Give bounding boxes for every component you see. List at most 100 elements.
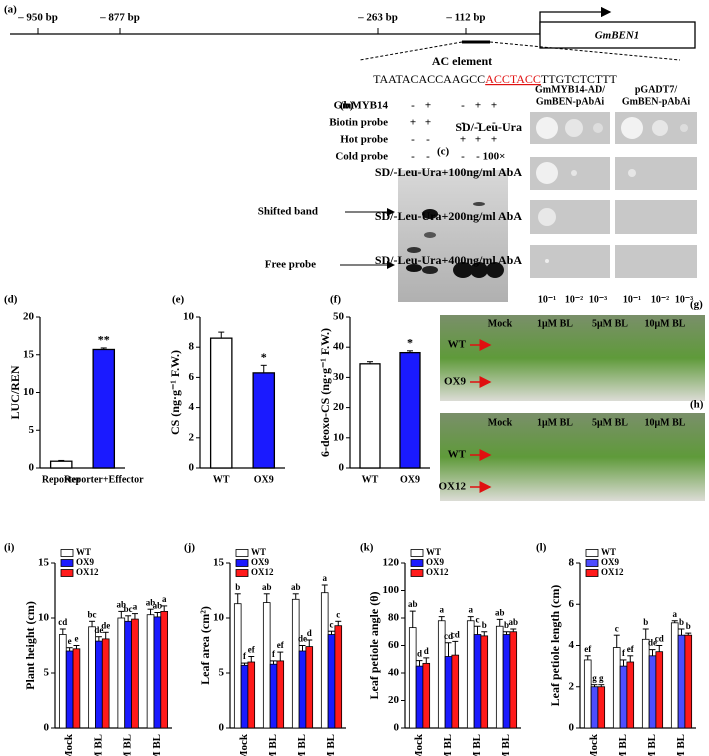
significance-letter: ab <box>408 599 418 609</box>
bar <box>247 661 256 729</box>
bar <box>252 372 276 469</box>
significance-letter: d <box>417 649 422 659</box>
x-tick-label: 10μM BL <box>325 734 337 756</box>
significance-mark: * <box>261 350 267 364</box>
y-tick-label: 0 <box>339 462 345 474</box>
bar <box>117 617 126 729</box>
sequence-part: TAATACACCAAGCC <box>373 72 485 86</box>
lane-sign: - <box>492 117 496 129</box>
chart: (d) 0 5 10 15 20 LUC/REN Reporter ** Reporter+Eff… <box>4 294 144 486</box>
y-tick-label: 0 <box>189 462 195 474</box>
lane-sign: - <box>476 117 480 129</box>
y-axis-label: Plant height (cm) <box>23 601 37 690</box>
bar <box>298 650 307 729</box>
dilution-label: 10⁻¹ <box>538 294 556 305</box>
significance-letter: de <box>648 638 657 648</box>
lane-sign: - <box>476 151 480 163</box>
lane-sign: + <box>425 117 431 129</box>
band-label: Shifted band <box>258 206 318 218</box>
bar <box>276 660 285 729</box>
x-tick-label: Mock <box>238 733 250 756</box>
legend-label: OX12 <box>426 567 449 577</box>
panel-label: (c) <box>437 146 450 158</box>
panel-label: (k) <box>360 542 374 554</box>
significance-letter: de <box>94 625 103 635</box>
y-tick-label: 0 <box>44 722 50 734</box>
y-tick-label: 8 <box>569 557 575 569</box>
y-tick-label: 50 <box>333 311 345 323</box>
bar <box>262 602 271 729</box>
y-tick-label: 80 <box>388 612 400 624</box>
panel-label: (l) <box>536 542 547 554</box>
line-label: WT <box>448 339 467 351</box>
bar <box>233 603 242 729</box>
bar <box>101 638 110 729</box>
bar <box>95 640 103 729</box>
significance-letter: f <box>272 649 276 659</box>
row-label: Cold probe <box>335 151 388 163</box>
significance-letter: ab <box>495 607 505 617</box>
bar <box>269 663 278 729</box>
significance-letter: f <box>622 648 626 658</box>
y-tick-label: 120 <box>383 557 400 569</box>
position-label: – 263 bp <box>357 12 398 24</box>
y-tick-label: 0 <box>219 722 225 734</box>
panel-label: (g) <box>690 299 703 311</box>
significance-letter: ab <box>153 601 163 611</box>
lane-sign: - <box>411 100 415 112</box>
significance-letter: bc <box>124 604 133 614</box>
significance-letter: a <box>672 609 677 619</box>
bar <box>305 646 314 729</box>
element-name: AC element <box>432 54 492 68</box>
line-label: OX12 <box>439 481 467 493</box>
dilution-label: 10⁻² <box>651 294 669 305</box>
legend-swatch <box>410 569 424 577</box>
legend-label: WT <box>601 547 616 557</box>
sequence-part: TTGTCTCTTT <box>541 72 618 86</box>
significance-letter: b <box>504 620 509 630</box>
legend-swatch <box>235 549 249 557</box>
medium-label: SD/-Leu-Ura+100ng/ml AbA <box>375 165 523 179</box>
significance-letter: g <box>599 673 604 683</box>
gene-name: GmBEN1 <box>595 30 640 42</box>
column-header: GmMYB14-AD/ <box>535 84 605 95</box>
significance-letter: bc <box>88 609 97 619</box>
medium-label: SD/-Leu-Ura <box>455 120 522 134</box>
y-tick-label: 20 <box>333 401 345 413</box>
y-tick-label: 30 <box>333 371 345 383</box>
column-header: GmBEN-pAbAi <box>536 96 605 107</box>
significance-mark: ** <box>98 333 110 347</box>
significance-letter: c <box>336 609 340 619</box>
legend-label: OX9 <box>76 557 95 567</box>
significance-letter: cd <box>444 631 453 641</box>
y-tick-label: 15 <box>213 557 225 569</box>
legend-swatch <box>235 559 249 567</box>
x-tick-label: 10μM BL <box>500 734 512 756</box>
legend-swatch <box>60 559 74 567</box>
treatment-label: 10μM BL <box>645 318 686 329</box>
significance-letter: de <box>101 620 110 630</box>
y-tick-label: 6 <box>189 371 195 383</box>
bar <box>444 656 453 729</box>
legend-label: OX12 <box>601 567 624 577</box>
panel-label: (e) <box>172 294 185 306</box>
bar <box>648 655 657 729</box>
yeast-plates <box>530 112 697 278</box>
bar <box>684 634 693 729</box>
bar <box>334 625 343 729</box>
bar <box>422 662 431 729</box>
legend-swatch <box>410 549 424 557</box>
bar <box>626 661 635 729</box>
bar <box>408 627 417 729</box>
lane-sign: + <box>475 134 481 146</box>
bar <box>72 648 81 729</box>
lane-sign: + <box>491 100 497 112</box>
bar <box>473 634 482 729</box>
bar <box>612 647 621 729</box>
panel-label: (b) <box>340 100 354 112</box>
y-tick-label: 60 <box>388 639 400 651</box>
x-tick-label: Mock <box>588 733 600 756</box>
legend-swatch <box>585 559 599 567</box>
significance-mark: * <box>407 336 413 350</box>
legend-label: WT <box>426 547 441 557</box>
